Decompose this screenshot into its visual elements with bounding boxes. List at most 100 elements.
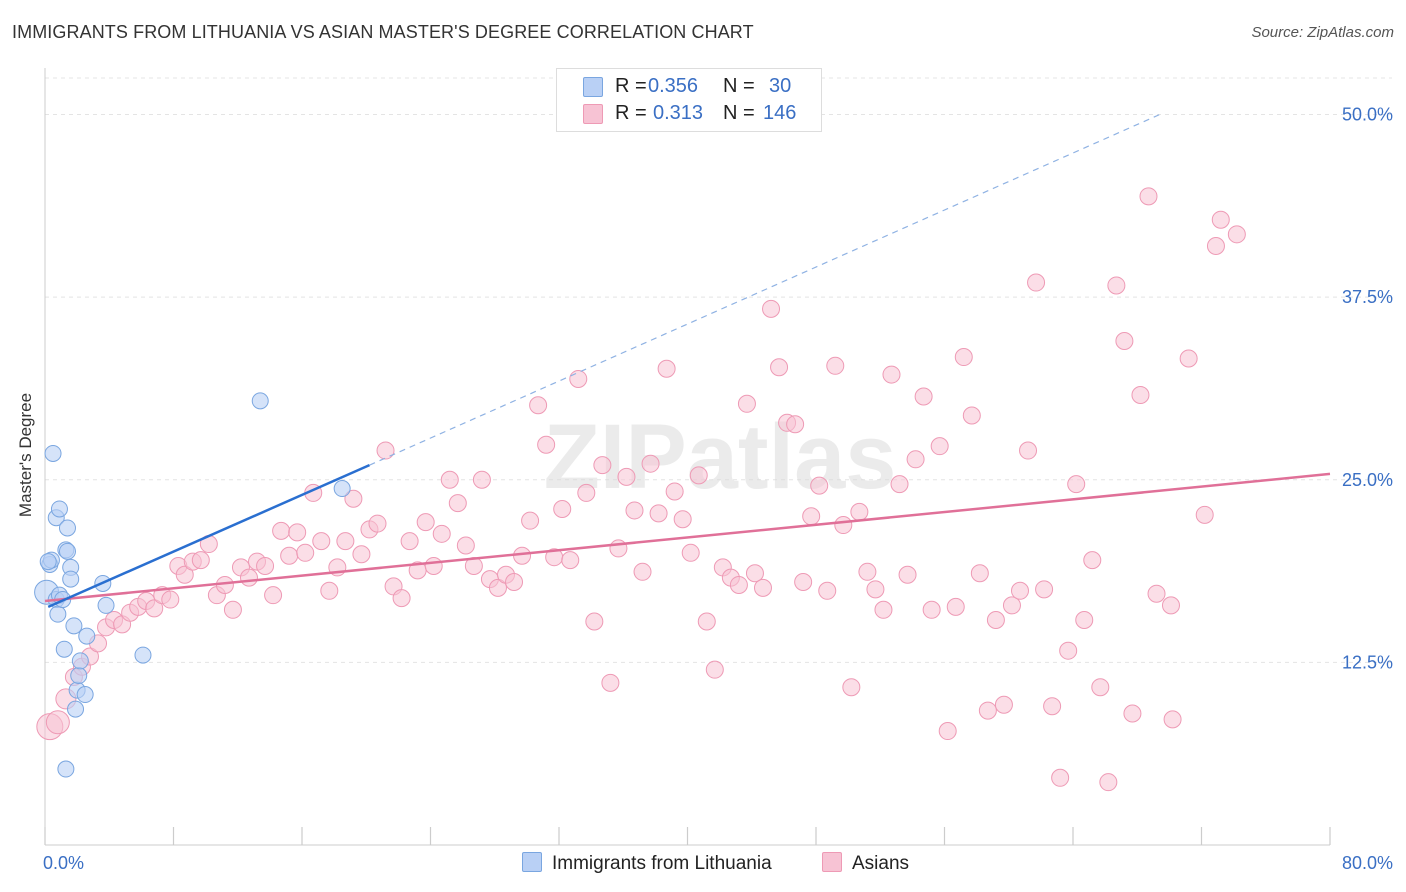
asians-point [978,701,997,720]
asians-point [914,387,933,406]
lithuania-trend-line [47,464,370,609]
asians-point [569,369,588,388]
asians-point [1027,273,1046,292]
asians-point [320,581,339,600]
asians-point [513,546,532,565]
lithuania-point [44,444,62,462]
asians-point [906,450,925,469]
bottom-legend-label: Immigrants from Lithuania [552,853,772,874]
asians-point [697,612,716,631]
lithuania-point [58,542,76,560]
asians-point [145,599,164,618]
asians-point [850,502,869,521]
legend-r-label: R = [615,102,647,124]
asians-trend-line [44,472,1331,603]
asians-point [1002,596,1021,615]
lithuania-point [70,667,88,685]
lithuania-point [134,646,152,664]
lithuania-point [76,686,94,704]
asians-point [344,489,363,508]
asians-point [1115,331,1134,350]
legend-r-value: 0.313 [653,102,704,124]
asians-point [753,578,772,597]
asians-point [681,543,700,562]
asians-point [1043,697,1062,716]
asians-point [1206,237,1225,256]
asians-point [818,581,837,600]
asians-point [858,562,877,581]
asians-point [882,365,901,384]
asians-point [842,678,861,697]
legend-n-label: N = [723,75,755,97]
lithuania-point [58,519,76,537]
asians-point [786,415,805,434]
asians-point [1131,386,1150,405]
asians-point [898,565,917,584]
asians-point [962,406,981,425]
watermark: ZIPatlas [544,406,897,508]
asians-point [1019,441,1038,460]
asians-point [1091,678,1110,697]
lithuania-point [71,652,89,670]
y-axis-label: Master's Degree [16,392,35,518]
asians-point [352,545,371,564]
asians-point [424,556,443,575]
asians-point [834,516,853,535]
asians-point [794,573,813,592]
asians-point [416,513,435,532]
asians-point [521,511,540,530]
asians-point [1051,768,1070,787]
asians-point [368,514,387,533]
legend-n-label: N = [723,102,755,124]
asians-point [874,600,893,619]
y-tick-label: 12.5% [1342,652,1393,672]
asians-point [938,722,957,741]
asians-point [633,562,652,581]
asians-point [1147,584,1166,603]
asians-point [280,546,299,565]
asians-point [400,532,419,551]
source-label: Source: ZipAtlas.com [1251,24,1394,41]
asians-point [657,359,676,378]
legend-swatch-lithuania [522,852,542,872]
asians-point [272,521,291,540]
lithuania-point [67,700,85,718]
lithuania-point [65,617,83,635]
asians-point [1083,551,1102,570]
asians-point [472,470,491,489]
asians-point [1059,641,1078,660]
y-tick-label: 25.0% [1342,470,1393,490]
y-tick-label: 50.0% [1342,105,1393,125]
asians-point [312,532,331,551]
lithuania-point [57,760,75,778]
asians-point [745,564,764,583]
asians-point [488,578,507,597]
asians-point [1123,704,1142,723]
asians-point [1067,475,1086,494]
asians-point [529,396,548,415]
asians-point [45,710,70,735]
asians-point [617,467,636,486]
asians-point [1075,611,1094,630]
asians-point [641,454,660,473]
legend-r-value: 0.356 [648,75,699,97]
asians-point [1161,596,1180,615]
asians-point [537,435,556,454]
asians-point [994,695,1013,714]
lithuania-point [39,553,57,571]
asians-point [239,568,258,587]
asians-point [505,573,524,592]
asians-point [585,612,604,631]
lithuania-point [62,570,80,588]
legend-n-value: 146 [763,102,797,124]
asians-point [1099,773,1118,792]
asians-point [191,551,210,570]
bottom-legend-asians: Asians [822,852,909,875]
asians-point [223,600,242,619]
asians-point [986,611,1005,630]
legend-swatch-lithuania [583,77,603,97]
asians-point [256,556,275,575]
asians-point [1211,210,1230,229]
asians-point [577,483,596,502]
